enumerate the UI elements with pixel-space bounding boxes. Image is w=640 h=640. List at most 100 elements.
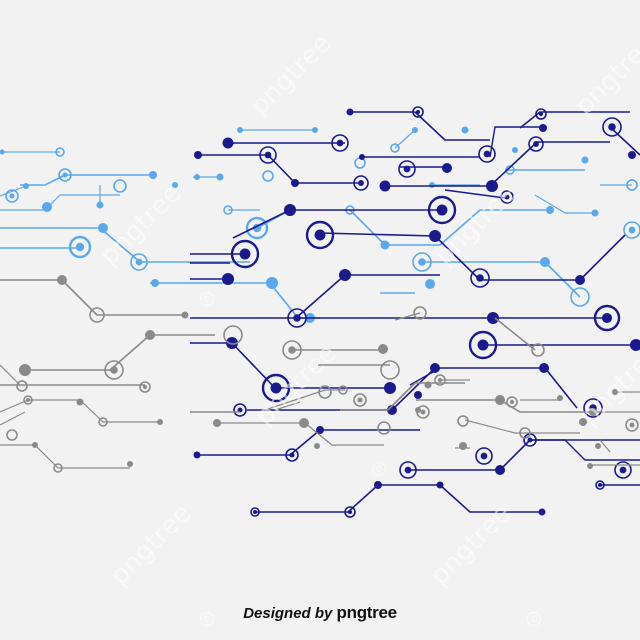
- circuit-trace: [274, 401, 301, 411]
- designed-by-credit: Designed by pngtree: [0, 603, 640, 623]
- circuit-node: [540, 257, 550, 267]
- circuit-node: [151, 279, 159, 287]
- circuit-hollow-node: [457, 415, 469, 427]
- circuit-ring-node-center: [538, 111, 544, 117]
- circuit-trace: [0, 227, 250, 263]
- circuit-node: [291, 179, 299, 187]
- circuit-node: [575, 275, 585, 285]
- circuit-trace: [534, 194, 595, 214]
- circuit-node: [415, 407, 421, 413]
- circuit-hollow-node: [380, 360, 400, 380]
- circuit-hollow-node: [55, 147, 65, 157]
- circuit-trace: [190, 342, 390, 389]
- circuit-trace: [408, 439, 640, 471]
- circuit-trace: [340, 382, 465, 411]
- circuit-ring-node-center: [288, 346, 296, 354]
- circuit-node: [316, 426, 324, 434]
- circuit-node: [346, 108, 354, 116]
- circuit-hollow-node: [377, 421, 391, 435]
- circuit-ring-node: [399, 461, 417, 479]
- circuit-ring-node: [535, 108, 547, 120]
- circuit-node: [98, 223, 108, 233]
- circuit-trace: [25, 334, 215, 371]
- circuit-ring-node: [5, 189, 19, 203]
- circuit-ring-node: [261, 373, 291, 403]
- circuit-node: [380, 240, 390, 250]
- circuit-node: [339, 269, 351, 281]
- circuit-node: [512, 147, 518, 153]
- circuit-ring-node: [528, 136, 544, 152]
- circuit-node: [359, 154, 365, 160]
- circuit-node: [194, 174, 200, 180]
- circuit-ring-node-center: [476, 274, 484, 282]
- circuit-hollow-node: [223, 325, 243, 345]
- circuit-ring-node-center: [601, 312, 613, 324]
- circuit-node: [539, 124, 547, 132]
- circuit-trace: [245, 154, 360, 184]
- circuit-trace: [609, 126, 640, 156]
- circuit-ring-node-center: [598, 483, 602, 487]
- circuit-ring-node-center: [336, 139, 344, 147]
- circuit-node: [32, 442, 38, 448]
- circuit-node: [42, 202, 52, 212]
- circuit-ring-node: [593, 304, 621, 332]
- circuit-hollow-node: [390, 143, 400, 153]
- circuit-node: [237, 127, 243, 133]
- circuit-node: [630, 339, 640, 351]
- circuit-ring-node: [506, 396, 518, 408]
- circuit-node: [430, 363, 440, 373]
- circuit-node: [595, 443, 601, 449]
- circuit-ring-node: [245, 216, 269, 240]
- circuit-ring-node: [259, 146, 277, 164]
- circuit-node: [76, 398, 84, 406]
- circuit-ring-node-center: [628, 226, 636, 234]
- circuit-trace: [215, 422, 384, 446]
- circuit-ring-node-center: [253, 510, 257, 514]
- circuit-ring-node: [139, 381, 151, 393]
- circuit-node: [461, 126, 469, 134]
- circuit-ring-node: [614, 461, 632, 479]
- circuit-trace: [0, 185, 27, 197]
- circuit-node: [145, 330, 155, 340]
- circuit-node: [546, 206, 554, 214]
- circuit-ring-node-center: [110, 366, 118, 374]
- circuit-trace: [0, 279, 185, 316]
- circuit-node: [436, 481, 444, 489]
- circuit-hollow-node: [53, 463, 63, 473]
- circuit-node: [579, 418, 587, 426]
- circuit-node: [226, 337, 238, 349]
- circuit-ring-node: [500, 190, 514, 204]
- circuit-trace: [489, 126, 540, 158]
- circuit-trace: [385, 141, 610, 187]
- circuit-ring-node-center: [264, 151, 272, 159]
- circuit-ring-node-center: [608, 123, 616, 131]
- circuit-hollow-node: [223, 205, 233, 215]
- circuit-node: [149, 171, 157, 179]
- circuit-trace: [0, 444, 130, 469]
- circuit-ring-node: [68, 235, 92, 259]
- circuit-ring-node-center: [358, 180, 364, 186]
- circuit-ring-node: [412, 106, 424, 118]
- circuit-ring-node: [353, 175, 369, 191]
- circuit-ring-node: [470, 268, 490, 288]
- circuit-ring-node-center: [135, 258, 143, 266]
- circuit-node: [157, 419, 163, 425]
- circuit-ring-node-center: [509, 399, 515, 405]
- circuit-ring-node: [434, 374, 446, 386]
- circuit-hollow-node: [6, 429, 18, 441]
- circuit-ring-node-center: [483, 150, 491, 158]
- circuit-hollow-node: [89, 307, 105, 323]
- circuit-ring-node-center: [420, 409, 426, 415]
- circuit-node: [284, 204, 296, 216]
- circuit-ring-node: [233, 403, 247, 417]
- circuit-node: [127, 461, 133, 467]
- circuit-node: [378, 344, 388, 354]
- circuit-node: [487, 312, 499, 324]
- circuit-node: [23, 183, 29, 189]
- circuit-ring-node-center: [404, 466, 412, 474]
- circuit-trace: [530, 439, 640, 461]
- circuit-node: [628, 151, 636, 159]
- circuit-ring-node: [282, 340, 302, 360]
- circuit-hollow-node: [570, 287, 590, 307]
